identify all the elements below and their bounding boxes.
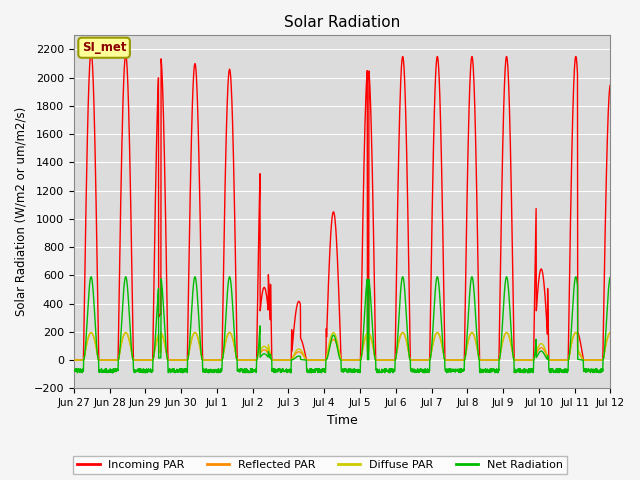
Y-axis label: Solar Radiation (W/m2 or um/m2/s): Solar Radiation (W/m2 or um/m2/s)	[15, 107, 28, 316]
Legend: Incoming PAR, Reflected PAR, Diffuse PAR, Net Radiation: Incoming PAR, Reflected PAR, Diffuse PAR…	[73, 456, 567, 474]
X-axis label: Time: Time	[327, 414, 358, 427]
Title: Solar Radiation: Solar Radiation	[284, 15, 400, 30]
Text: SI_met: SI_met	[82, 41, 126, 54]
